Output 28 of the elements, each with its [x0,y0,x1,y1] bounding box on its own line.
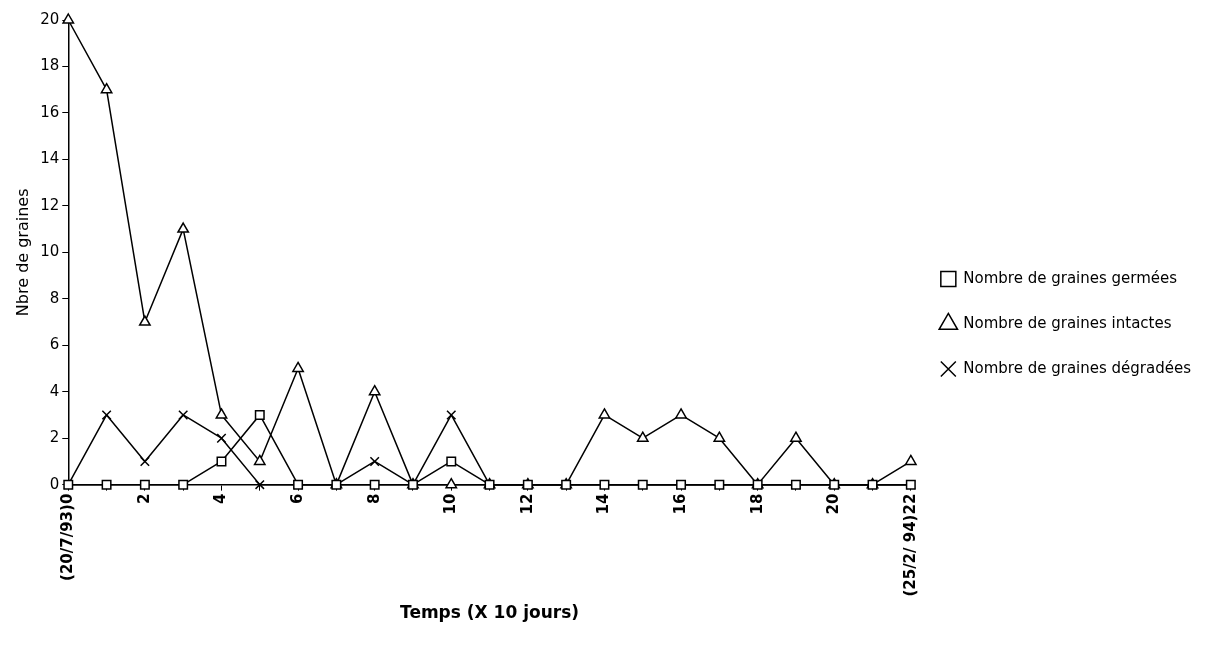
y-axis-title: Nbre de graines [12,188,32,317]
x-tick-label: (20/7/93)0 [58,493,77,581]
y-tick-label: 14 [40,149,60,168]
legend-label: Nombre de graines intactes [963,313,1172,332]
x-tick-label: 18 [747,493,766,515]
y-tick-label: 18 [40,56,60,75]
y-tick-label: 4 [49,381,60,400]
y-tick-label: 8 [49,288,60,307]
x-tick-label: 12 [517,493,536,515]
x-tick-label: 2 [134,493,153,505]
y-tick-label: 10 [40,242,60,261]
legend-label: Nombre de graines dégradées [963,358,1192,377]
x-tick-label: 14 [594,493,613,515]
x-tick-label: 20 [824,493,843,515]
x-tick-label: 16 [670,493,689,515]
y-tick-label: 6 [49,335,60,354]
x-tick-label: (25/2/ 94)22 [900,493,919,597]
legend-label: Nombre de graines germées [963,268,1178,287]
y-tick-label: 12 [40,195,60,214]
x-axis-title: Temps (X 10 jours) [400,602,580,623]
x-tick-label: 4 [211,493,230,505]
x-tick-label: 10 [441,493,460,515]
y-tick-label: 0 [49,474,60,493]
x-tick-label: 6 [287,493,306,505]
y-tick-label: 20 [40,9,60,28]
x-tick-label: 8 [364,493,383,505]
y-tick-label: 2 [49,428,60,447]
y-tick-label: 16 [40,102,60,121]
